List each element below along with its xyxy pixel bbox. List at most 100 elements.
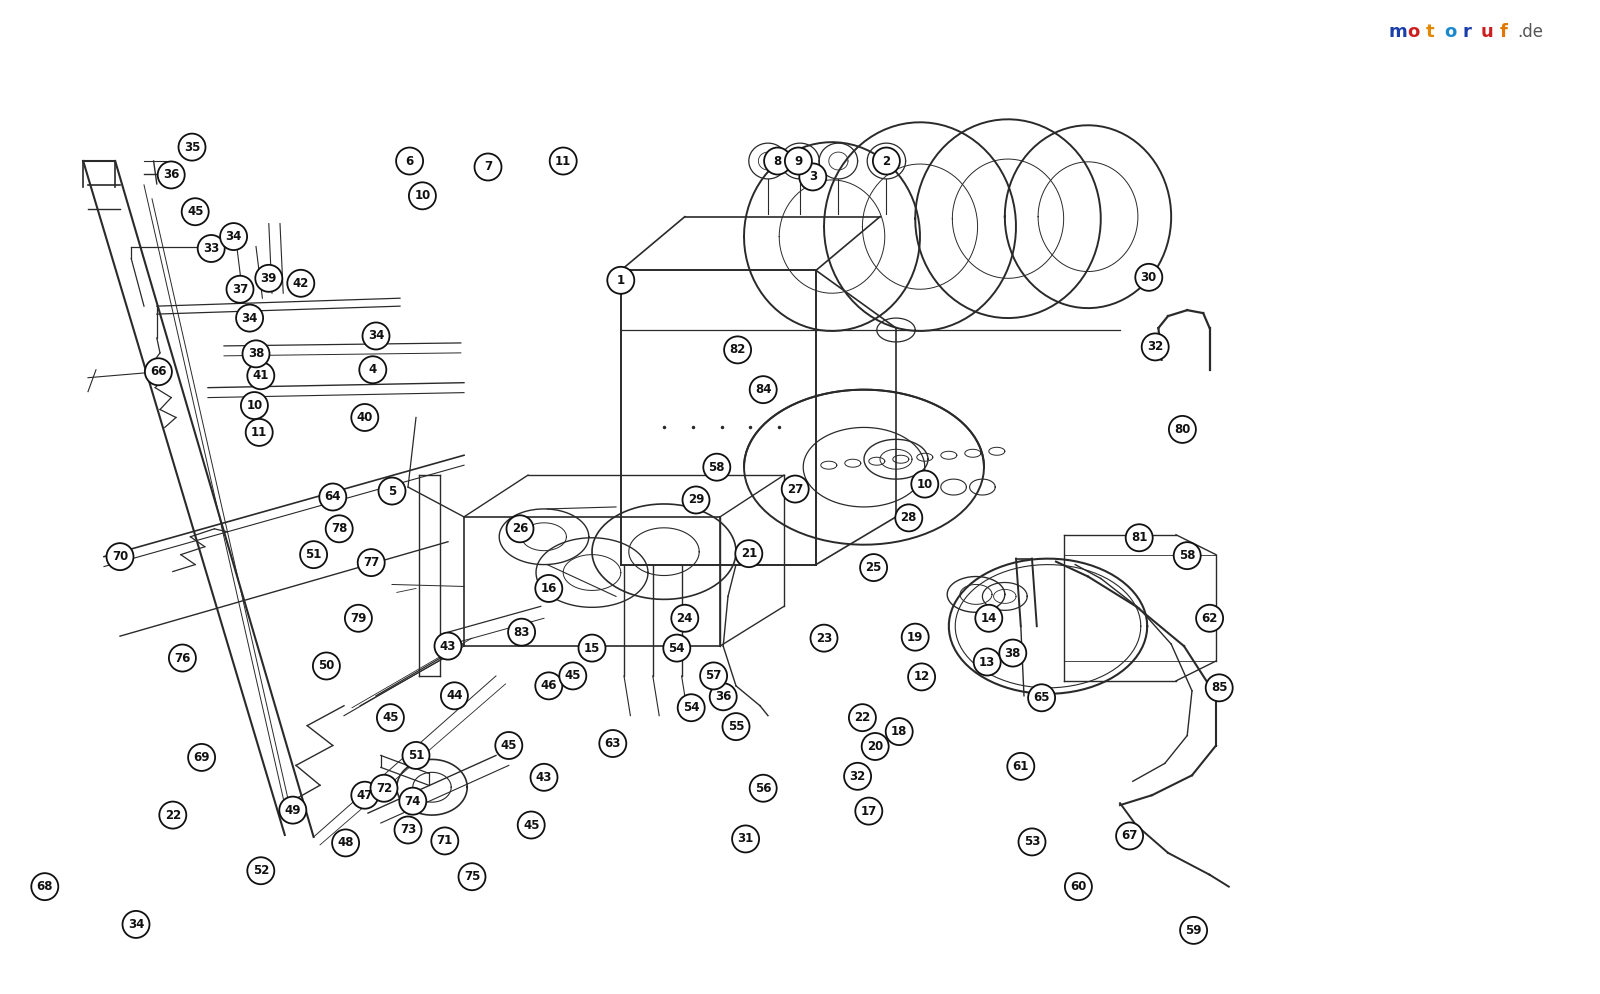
Circle shape [378, 704, 403, 732]
Text: 22: 22 [165, 808, 181, 822]
Text: 65: 65 [1034, 691, 1050, 705]
Text: 71: 71 [437, 834, 453, 848]
Text: 39: 39 [261, 271, 277, 285]
Text: 30: 30 [1141, 270, 1157, 284]
Text: o: o [1408, 23, 1419, 41]
Text: 58: 58 [1179, 549, 1195, 563]
Circle shape [248, 857, 274, 885]
Text: 78: 78 [331, 522, 347, 536]
Text: 22: 22 [854, 711, 870, 725]
Text: 50: 50 [318, 659, 334, 673]
Text: t: t [1426, 23, 1434, 41]
Circle shape [1206, 674, 1232, 702]
Circle shape [672, 604, 698, 632]
Text: 56: 56 [755, 781, 771, 795]
Circle shape [358, 549, 384, 577]
Circle shape [352, 404, 378, 431]
Circle shape [459, 863, 485, 891]
Text: 45: 45 [523, 818, 539, 832]
Circle shape [371, 774, 397, 802]
Circle shape [237, 304, 262, 332]
Text: 31: 31 [738, 832, 754, 846]
Circle shape [123, 911, 149, 938]
Text: 52: 52 [253, 864, 269, 878]
Text: 26: 26 [512, 522, 528, 536]
Circle shape [723, 713, 749, 741]
Text: 5: 5 [387, 484, 397, 498]
Text: 20: 20 [867, 740, 883, 753]
Circle shape [1142, 333, 1168, 361]
Circle shape [379, 477, 405, 505]
Text: 82: 82 [730, 343, 746, 357]
Circle shape [909, 663, 934, 691]
Circle shape [496, 732, 522, 759]
Circle shape [198, 235, 224, 262]
Text: 16: 16 [541, 581, 557, 595]
Text: 46: 46 [541, 679, 557, 693]
Text: m: m [1389, 23, 1408, 41]
Text: 80: 80 [1174, 422, 1190, 436]
Text: 29: 29 [688, 493, 704, 507]
Text: 63: 63 [605, 737, 621, 750]
Text: 14: 14 [981, 611, 997, 625]
Circle shape [360, 356, 386, 384]
Circle shape [160, 801, 186, 829]
Circle shape [560, 662, 586, 690]
Text: 34: 34 [242, 311, 258, 325]
Text: 8: 8 [773, 154, 782, 168]
Circle shape [158, 161, 184, 189]
Text: 10: 10 [414, 189, 430, 203]
Text: 51: 51 [408, 748, 424, 762]
Text: 45: 45 [501, 739, 517, 752]
Text: 43: 43 [440, 639, 456, 653]
Circle shape [182, 198, 208, 226]
Text: 83: 83 [514, 625, 530, 639]
Text: 85: 85 [1211, 681, 1227, 695]
Circle shape [435, 632, 461, 660]
Circle shape [243, 340, 269, 368]
Circle shape [475, 153, 501, 181]
Text: 68: 68 [37, 880, 53, 894]
Circle shape [410, 182, 435, 210]
Circle shape [736, 540, 762, 568]
Circle shape [845, 762, 870, 790]
Circle shape [280, 796, 306, 824]
Text: 79: 79 [350, 611, 366, 625]
Circle shape [326, 515, 352, 543]
Text: 42: 42 [293, 276, 309, 290]
Text: 51: 51 [306, 548, 322, 562]
Circle shape [550, 147, 576, 175]
Circle shape [701, 662, 726, 690]
Text: 6: 6 [405, 154, 414, 168]
Text: 34: 34 [368, 329, 384, 343]
Text: 54: 54 [683, 701, 699, 715]
Circle shape [352, 781, 378, 809]
Circle shape [1136, 263, 1162, 291]
Text: 32: 32 [850, 769, 866, 783]
Text: 4: 4 [368, 363, 378, 377]
Circle shape [536, 672, 562, 700]
Circle shape [1197, 604, 1222, 632]
Circle shape [912, 470, 938, 498]
Circle shape [976, 604, 1002, 632]
Text: 11: 11 [555, 154, 571, 168]
Text: 57: 57 [706, 669, 722, 683]
Circle shape [1126, 524, 1152, 552]
Circle shape [974, 648, 1000, 676]
Circle shape [710, 683, 736, 711]
Circle shape [395, 816, 421, 844]
Text: 24: 24 [677, 611, 693, 625]
Circle shape [664, 634, 690, 662]
Text: 48: 48 [338, 836, 354, 850]
Text: 28: 28 [901, 511, 917, 525]
Circle shape [704, 453, 730, 481]
Text: 21: 21 [741, 547, 757, 561]
Circle shape [107, 543, 133, 571]
Circle shape [811, 624, 837, 652]
Text: 10: 10 [246, 399, 262, 413]
Circle shape [1019, 828, 1045, 856]
Text: 59: 59 [1186, 923, 1202, 937]
Circle shape [862, 733, 888, 760]
Text: o: o [1443, 23, 1456, 41]
Text: f: f [1499, 23, 1507, 41]
